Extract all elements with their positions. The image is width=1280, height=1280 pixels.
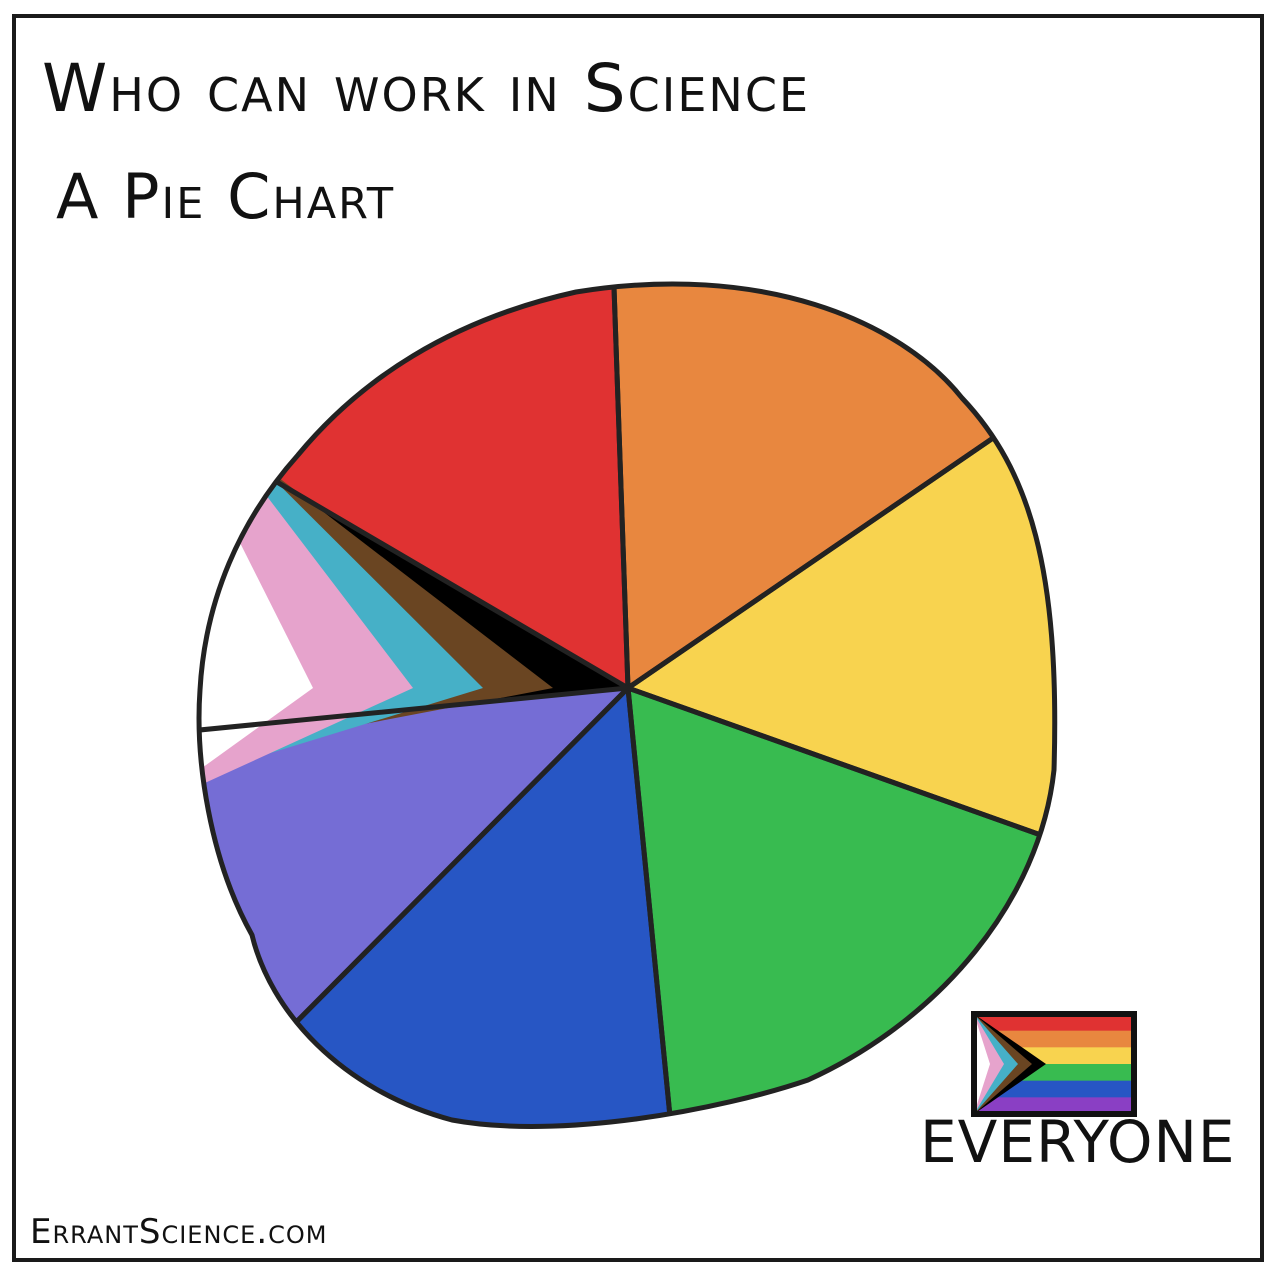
pie-slice-blue [199,688,689,1127]
chart-subtitle: A Pie Chart [56,160,396,233]
slice-divider [625,685,1055,899]
site-credit: ErrantScience.com [30,1212,328,1252]
flag-border [971,1011,1137,1117]
slice-divider [625,685,692,1127]
legend-label: EVERYONE [920,1108,1236,1176]
pie-slice-green [628,688,1055,1127]
slice-divider [603,283,631,691]
progress-pride-flag-icon [971,1011,1137,1117]
pie-outline [196,281,1058,1129]
chevron-band [199,283,313,925]
chart-title: Who can work in Science [42,50,811,127]
pie-slice-yellow [628,337,1055,896]
flag-stripe [974,1097,1134,1115]
flag-chevron [974,1014,990,1114]
pie-slice-purple [199,688,628,1127]
slice-divider [199,685,631,752]
pie-slice-orange [606,283,1055,688]
slice-divider [199,371,631,691]
flag-stripe [974,1014,1134,1032]
